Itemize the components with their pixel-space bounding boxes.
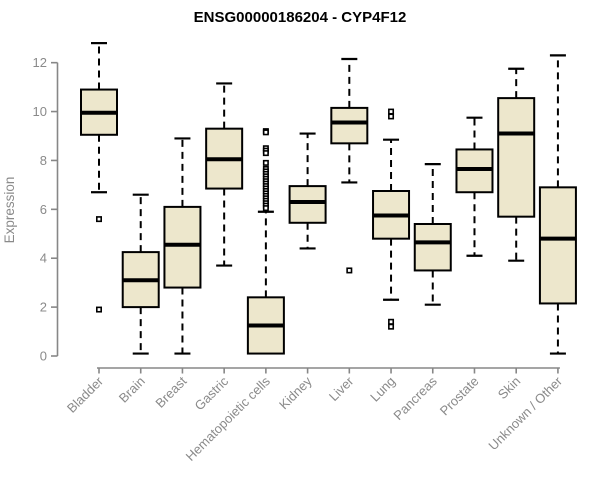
y-tick-label: 4 [40,251,47,266]
category-label-gastric: Gastric [192,373,232,413]
outlier-point [388,323,395,330]
chart-title: ENSG00000186204 - CYP4F12 [194,9,407,26]
y-tick-label: 6 [40,202,47,217]
outlier-point [262,150,269,157]
y-tick-label: 12 [33,55,47,70]
boxplot-hematopoietic-cells [246,128,285,355]
y-tick-label: 8 [40,153,47,168]
outlier-point [96,306,103,313]
iqr-box [163,205,202,289]
boxplot-kidney [288,132,327,250]
y-axis: 0 2 4 6 8 10 12 [33,55,59,364]
boxplot-breast [163,137,202,355]
category-label-skin: Skin [495,374,523,402]
iqr-box [538,186,577,305]
plot-area [80,42,577,355]
outlier-point [388,113,395,120]
iqr-box [497,97,536,218]
boxplot-unknown-other [538,54,577,355]
category-label-bladder: Bladder [64,373,107,416]
outlier-point [96,216,103,223]
boxplot-brain [121,193,160,355]
outlier-point [262,159,269,166]
iqr-box [413,223,452,272]
y-tick-label: 10 [33,104,47,119]
y-tick-label: 2 [40,300,47,315]
category-label-breast: Breast [152,373,189,410]
boxplot-skin [497,67,536,262]
y-axis-label: Expression [2,177,17,244]
outlier-point [388,108,395,115]
category-label-kidney: Kidney [276,373,315,412]
boxplot-bladder [80,42,118,313]
outlier-point [346,267,353,274]
boxplot-liver [330,57,369,274]
category-label-prostate: Prostate [437,374,482,419]
category-label-liver: Liver [326,373,357,404]
boxplot-pancreas [413,163,452,306]
y-tick-label: 0 [40,349,47,364]
category-label-lung: Lung [367,374,398,405]
boxplot-gastric [205,82,244,267]
outlier-point [262,129,269,136]
category-label-unknown-other: Unknown / Other [485,373,565,453]
category-label-pancreas: Pancreas [390,373,440,423]
outlier-point [262,205,269,212]
boxplot-prostate [455,116,494,257]
category-label-brain: Brain [116,374,148,406]
boxplot-lung [372,108,411,330]
iqr-box [330,106,369,145]
outlier-point [388,318,395,325]
iqr-box [288,185,327,224]
